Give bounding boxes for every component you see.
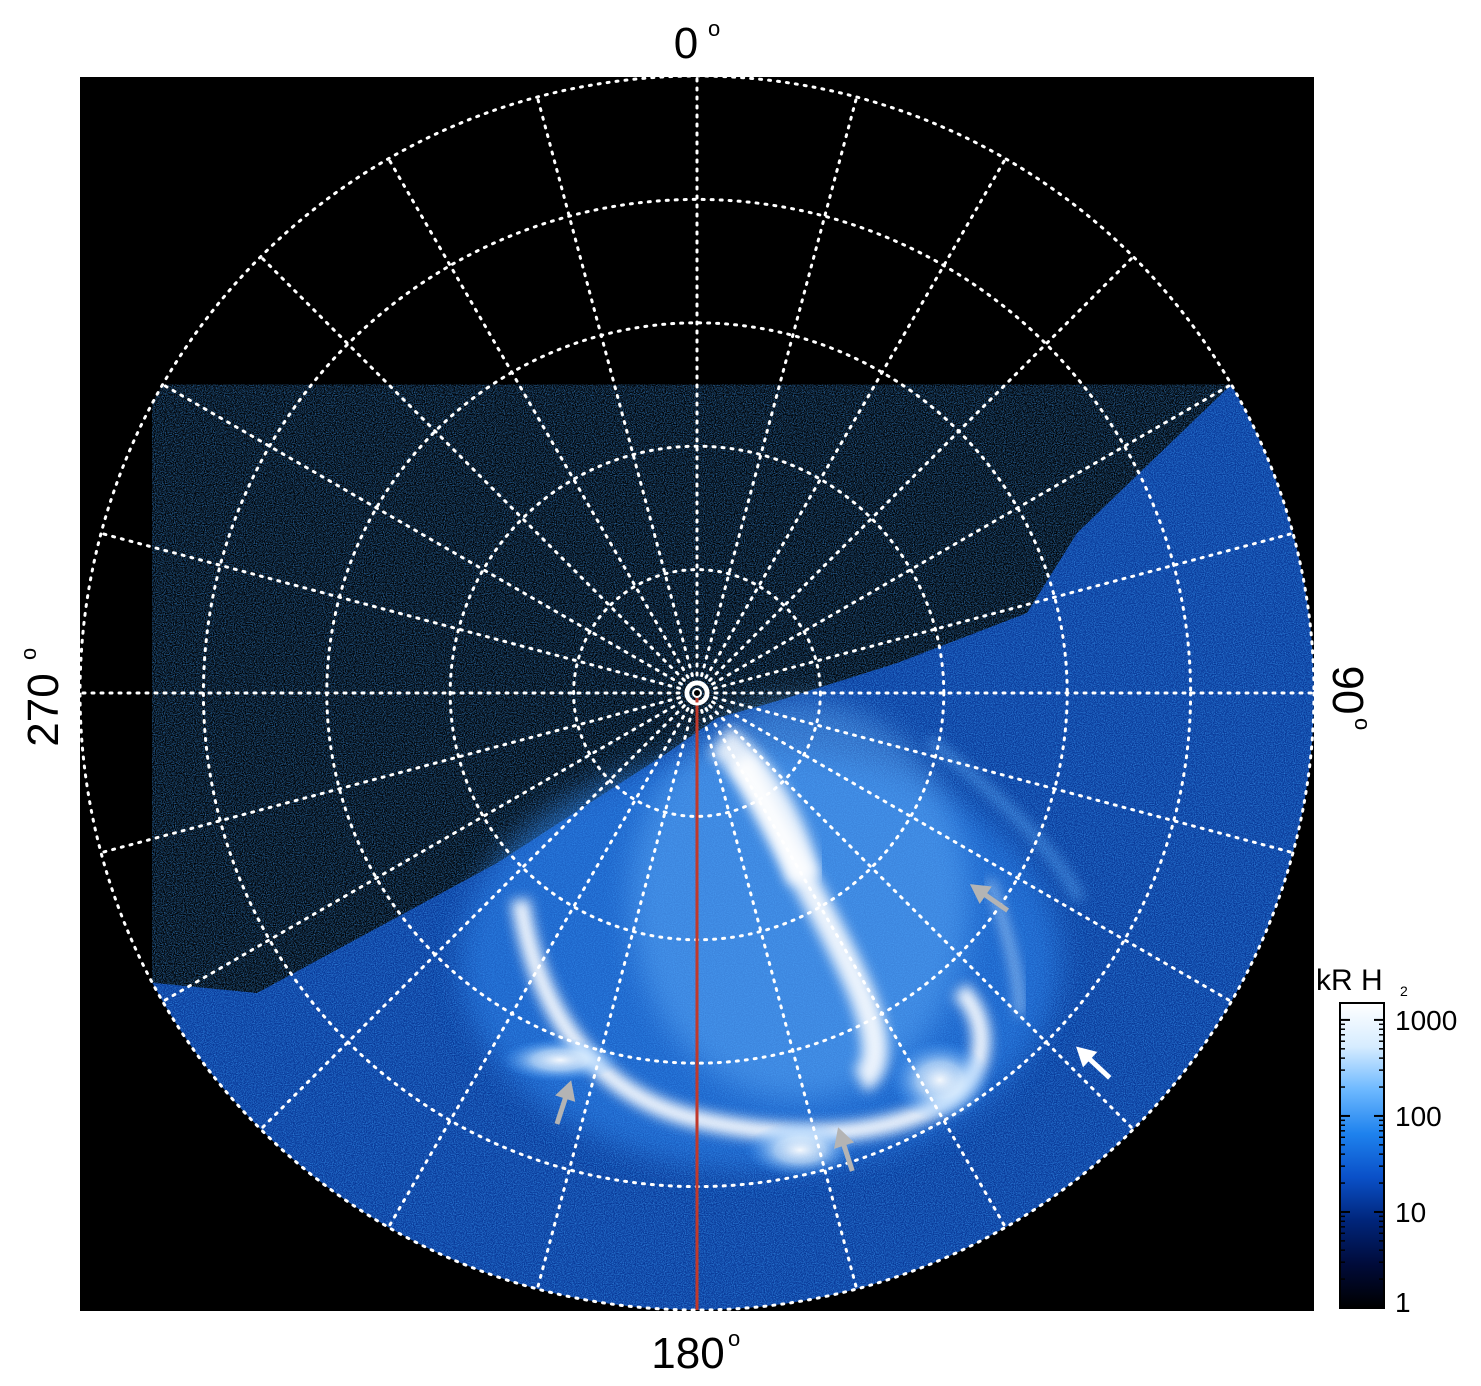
grid-spoke [387,691,699,1229]
grid-spoke [695,157,1007,695]
aurora-emission-image [152,384,1314,1310]
grid-spoke [695,383,1233,695]
grid-spoke [695,95,859,695]
colorbar-tick-label: 10 [1395,1197,1426,1228]
pole-marker [684,680,710,706]
annotation-arrow [834,1127,855,1172]
grid-spoke [99,691,699,855]
grid-spoke [695,691,1135,1131]
grid-spoke [535,691,699,1291]
longitude-label-top: 0 o [674,16,720,68]
colorbar-ticks: 1 10 100 1000 [1340,1005,1457,1318]
polar-grid [80,77,1314,1311]
grid-spoke [695,691,1007,1229]
grid-spoke [259,691,699,1131]
grid-spoke [695,691,1233,1003]
colorbar: kR H 2 1 10 100 1000 [1316,964,1457,1318]
grid-spoke [695,255,1135,695]
annotation-arrow [1076,1046,1112,1080]
degree-symbol: o [1350,718,1375,730]
longitude-label-left: 270 o [16,648,68,747]
grid-spoke [161,383,699,695]
bright-spot [500,1038,620,1082]
dawn-emission-strand [926,736,1085,903]
bright-spot [890,1040,990,1120]
grid-spoke [161,691,699,1003]
longitude-label-bottom-value: 180 [651,1329,724,1378]
degree-symbol: o [728,1326,740,1351]
grid-spoke [387,157,699,695]
annotation-arrow [969,884,1010,913]
grid-spoke [99,531,699,695]
outer-emission-strand [987,879,1023,1016]
grid-ring [572,568,822,818]
degree-symbol: o [708,16,720,41]
longitude-label-right-value: 90 [1323,666,1372,715]
longitude-label-left-value: 270 [19,673,68,746]
longitude-label-top-value: 0 [674,19,698,68]
degree-symbol: o [16,648,41,660]
colorbar-tick-label: 100 [1395,1101,1442,1132]
grid-spoke [695,531,1295,695]
colorbar-gradient [1339,1002,1385,1309]
grid-spoke [695,691,1295,855]
longitude-label-right: 90 o [1323,666,1375,731]
colorbar-tick-label: 1000 [1395,1005,1457,1036]
colorbar-tick-label: 1 [1395,1287,1411,1318]
grid-spoke [535,95,699,695]
grid-spoke [259,255,699,695]
bright-spot [745,1122,855,1178]
colorbar-title-subscript: 2 [1400,983,1408,999]
annotation-arrow [554,1080,576,1125]
longitude-label-bottom: 180 o [651,1326,740,1378]
noon-arc [709,726,822,885]
grid-spoke [695,691,859,1291]
annotation-arrows [554,884,1112,1172]
colorbar-title: kR H [1316,964,1383,997]
